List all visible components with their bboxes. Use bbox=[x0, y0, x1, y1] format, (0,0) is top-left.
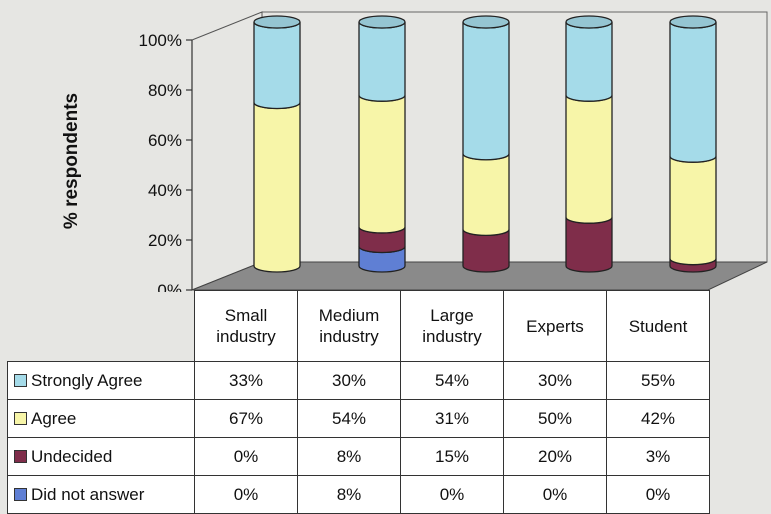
legend-entry: Strongly Agree bbox=[7, 361, 195, 400]
category-label-line: Experts bbox=[526, 316, 584, 336]
data-label: 8% bbox=[297, 475, 401, 514]
data-label: 20% bbox=[503, 437, 607, 476]
data-table-body: Strongly Agree 33% 30% 54% 30% 55% Agree 67% 54%… bbox=[7, 361, 710, 514]
category-label-line: Large bbox=[430, 306, 474, 325]
bar-stack bbox=[358, 15, 406, 273]
category-label: Large industry bbox=[400, 290, 504, 362]
bar-segment bbox=[462, 153, 510, 237]
legend-swatch bbox=[14, 449, 27, 463]
table-row: Strongly Agree 33% 30% 54% 30% 55% bbox=[7, 361, 710, 400]
category-label-line: Small bbox=[224, 306, 268, 325]
data-label: 50% bbox=[503, 399, 607, 438]
legend-label: Did not answer bbox=[31, 484, 145, 504]
y-tick-label: 80% bbox=[148, 81, 182, 100]
data-label: 30% bbox=[503, 361, 607, 400]
bar-top-cap bbox=[565, 15, 613, 29]
data-label: 0% bbox=[400, 475, 504, 514]
data-label: 54% bbox=[400, 361, 504, 400]
bar-segment bbox=[669, 156, 717, 266]
category-label-line: industry bbox=[319, 327, 379, 346]
legend-label: Undecided bbox=[31, 446, 113, 466]
bar-segment bbox=[565, 95, 613, 224]
category-label-line: Student bbox=[628, 316, 688, 336]
table-row: Did not answer 0% 8% 0% 0% 0% bbox=[7, 475, 710, 514]
data-label: 67% bbox=[194, 399, 298, 438]
table-row: Undecided 0% 8% 15% 20% 3% bbox=[7, 437, 710, 476]
category-label-line: Medium bbox=[318, 306, 380, 325]
category-label: Small industry bbox=[194, 290, 298, 362]
category-header-row: Small industry Medium industry Large industry… bbox=[8, 290, 710, 362]
bar-stack bbox=[669, 15, 717, 273]
legend-swatch bbox=[14, 411, 27, 425]
category-label: Experts bbox=[503, 290, 607, 362]
side-wall bbox=[191, 11, 263, 291]
category-label-line: industry bbox=[216, 327, 276, 346]
data-label: 33% bbox=[194, 361, 298, 400]
data-label: 31% bbox=[400, 399, 504, 438]
y-tick-label: 40% bbox=[148, 181, 182, 200]
data-label: 0% bbox=[503, 475, 607, 514]
bar-stack bbox=[565, 15, 613, 273]
y-tick-label: 20% bbox=[148, 231, 182, 250]
data-label: 30% bbox=[297, 361, 401, 400]
category-label: Student bbox=[606, 290, 710, 362]
legend-entry: Agree bbox=[7, 399, 195, 438]
legend-swatch bbox=[14, 373, 27, 387]
legend-label: Agree bbox=[31, 408, 77, 428]
data-table: Small industry Medium industry Large industry… bbox=[7, 290, 710, 514]
data-label: 42% bbox=[606, 399, 710, 438]
data-label: 3% bbox=[606, 437, 710, 476]
y-tick-label: 100% bbox=[139, 31, 182, 50]
data-label: 0% bbox=[194, 437, 298, 476]
bar-segment bbox=[565, 217, 613, 273]
data-label: 8% bbox=[297, 437, 401, 476]
stacked-bar-chart: 0% 20% 40% 60% 80% 100% bbox=[139, 11, 768, 292]
legend-label: Strongly Agree bbox=[31, 370, 143, 390]
data-label: 0% bbox=[194, 475, 298, 514]
y-axis: 0% 20% 40% 60% 80% 100% bbox=[139, 31, 193, 292]
bar-top-cap bbox=[253, 15, 301, 29]
bar-top-cap bbox=[358, 15, 406, 29]
bar-segment bbox=[565, 21, 613, 102]
table-corner bbox=[8, 291, 195, 362]
bar-segment bbox=[669, 21, 717, 163]
y-tick-label: 0% bbox=[157, 281, 182, 292]
data-label: 0% bbox=[606, 475, 710, 514]
bar-stack bbox=[462, 15, 510, 273]
y-axis-label: % respondents bbox=[61, 92, 82, 230]
legend-entry: Undecided bbox=[7, 437, 195, 476]
data-label: 54% bbox=[297, 399, 401, 438]
y-tick-label: 60% bbox=[148, 131, 182, 150]
bar-top-cap bbox=[669, 15, 717, 29]
data-label: 15% bbox=[400, 437, 504, 476]
legend-swatch bbox=[14, 487, 27, 501]
bar-top-cap bbox=[462, 15, 510, 29]
category-label-line: industry bbox=[422, 327, 482, 346]
bar-stack bbox=[253, 15, 301, 273]
bar-segment bbox=[358, 95, 406, 234]
data-label: 55% bbox=[606, 361, 710, 400]
bar-segment bbox=[358, 21, 406, 102]
table-row: Agree 67% 54% 31% 50% 42% bbox=[7, 399, 710, 438]
bar-segment bbox=[253, 21, 301, 110]
bar-segment bbox=[253, 102, 301, 273]
category-label: Medium industry bbox=[297, 290, 401, 362]
legend-entry: Did not answer bbox=[7, 475, 195, 514]
bars bbox=[253, 15, 717, 273]
bar-segment bbox=[462, 21, 510, 161]
